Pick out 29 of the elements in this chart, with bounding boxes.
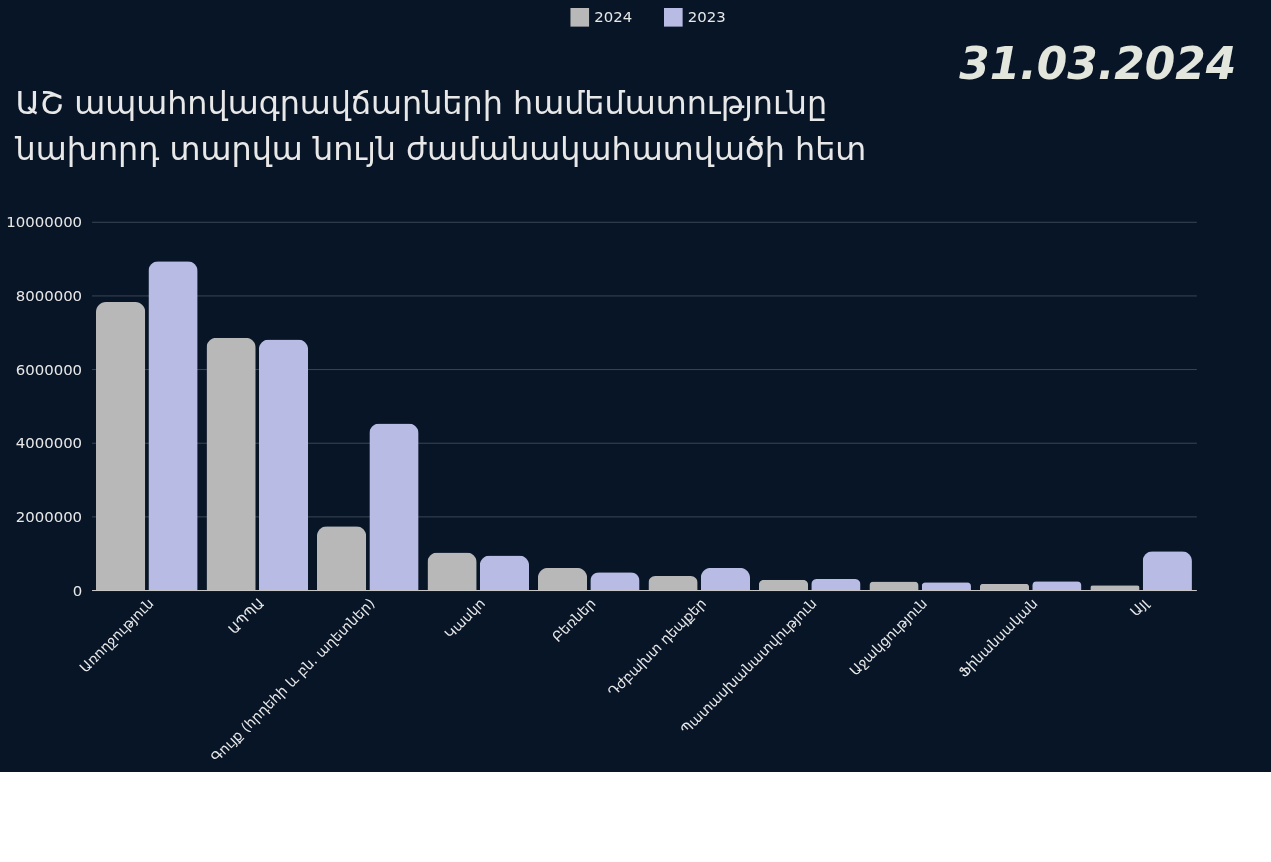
bar bbox=[427, 552, 477, 591]
bar bbox=[979, 583, 1030, 591]
bar bbox=[95, 302, 146, 591]
bar bbox=[590, 572, 640, 591]
y-tick-label: 0 bbox=[72, 581, 83, 600]
bar bbox=[758, 579, 809, 591]
y-tick-label: 2000000 bbox=[15, 507, 83, 526]
bar bbox=[258, 339, 309, 591]
y-tick-label: 10000000 bbox=[6, 213, 83, 232]
y-tick-label: 4000000 bbox=[15, 434, 83, 453]
bar bbox=[479, 555, 530, 591]
text: ԱՇ ապահովագրավճարների համեմատությունը bbox=[15, 84, 828, 123]
bar bbox=[148, 261, 198, 591]
text: 31.03.2024 bbox=[959, 38, 1237, 90]
text: նախորդ տարվա նույն ժամանակահատվածի հետ bbox=[15, 130, 867, 169]
bar bbox=[700, 567, 751, 591]
bar bbox=[537, 567, 588, 591]
bar bbox=[369, 423, 419, 591]
bar bbox=[1142, 551, 1192, 591]
x-tick-label: Այլ bbox=[1126, 594, 1152, 620]
y-tick-label: 8000000 bbox=[15, 286, 83, 305]
bar bbox=[316, 526, 367, 591]
legend-label: 2023 bbox=[687, 8, 726, 27]
bar bbox=[869, 581, 919, 591]
legend-label: 2024 bbox=[594, 8, 633, 27]
bar bbox=[648, 576, 698, 591]
bar bbox=[811, 578, 861, 591]
y-tick-label: 6000000 bbox=[15, 360, 83, 379]
bar bbox=[206, 337, 256, 591]
